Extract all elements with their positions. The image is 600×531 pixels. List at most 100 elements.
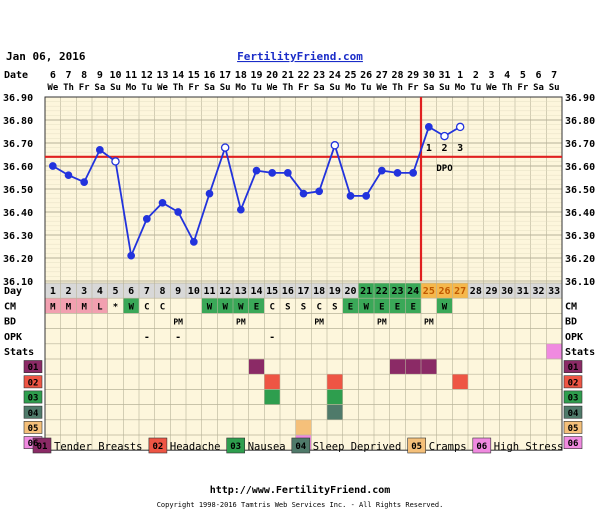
cm-cell-fertile	[436, 298, 453, 314]
cycle-day-label: 11	[203, 286, 215, 297]
date-label: 5	[520, 70, 526, 81]
cm-value: C	[160, 302, 165, 312]
day-cell	[311, 283, 327, 299]
cycle-day-label: 14	[250, 286, 262, 297]
day-cell	[264, 283, 280, 299]
y-tick-left: 36.80	[3, 116, 33, 127]
legend-swatch-04	[291, 437, 311, 454]
cycle-day-label: 29	[485, 286, 497, 297]
grid-background	[45, 97, 562, 451]
y-tick-right: 36.60	[565, 162, 595, 173]
opk-value: -	[175, 332, 181, 343]
y-tick-right: 36.20	[565, 254, 595, 265]
date-label: 19	[250, 70, 262, 81]
row-label-date: Date	[4, 70, 28, 81]
date-label: 1	[457, 70, 463, 81]
opk-value: -	[269, 332, 275, 343]
day-cell	[170, 283, 186, 299]
y-tick-right: 36.30	[565, 231, 595, 242]
row-label-stats: Stats	[4, 347, 34, 358]
y-tick-left: 36.70	[3, 139, 33, 150]
site-title-link[interactable]: FertilityFriend.com	[237, 50, 363, 63]
row-label-right-cm: CM	[565, 301, 577, 312]
cm-value: E	[254, 302, 259, 312]
symptom-code-box-right	[563, 420, 583, 434]
y-tick-right: 36.40	[565, 208, 595, 219]
cm-value: *	[113, 302, 118, 312]
cm-cell-menstrual	[45, 298, 61, 314]
symptom-code-box-left	[23, 375, 43, 389]
temp-point	[80, 178, 89, 186]
symptom-code-left: 06	[28, 439, 39, 449]
weekday-label: Tu	[470, 83, 481, 93]
temp-point-open	[440, 131, 449, 141]
symptom-cell-05	[295, 419, 312, 435]
footer-url[interactable]: http://www.FertilityFriend.com	[210, 484, 391, 496]
cm-value: E	[348, 302, 353, 312]
dpo-number: 2	[441, 143, 447, 154]
symptom-cell-03	[327, 389, 343, 405]
day-cell	[405, 283, 421, 299]
date-label: 3	[488, 70, 494, 81]
legend-swatch-03	[226, 437, 245, 454]
temp-point	[189, 238, 198, 246]
temp-point	[268, 169, 277, 177]
cm-value: C	[269, 302, 274, 312]
day-cell	[483, 283, 500, 299]
cm-value: E	[379, 302, 384, 312]
weekday-label: Sa	[533, 83, 544, 93]
date-label: 4	[504, 70, 510, 81]
day-cell	[358, 283, 374, 299]
symptom-code-box-right	[563, 375, 583, 389]
stats-cell	[546, 343, 562, 359]
date-label: 22	[297, 70, 309, 81]
temp-point	[393, 169, 402, 177]
date-label: 29	[407, 70, 419, 81]
y-tick-right: 36.90	[565, 93, 595, 104]
cycle-day-label: 10	[188, 286, 200, 297]
cm-cell-fertile	[123, 298, 139, 314]
date-label: 14	[172, 70, 184, 81]
cycle-day-label: 21	[360, 286, 372, 297]
cm-cell-fertile	[201, 298, 218, 314]
temp-point	[236, 205, 245, 214]
y-tick-right: 36.80	[565, 116, 595, 127]
day-cell	[107, 283, 124, 299]
legend-swatch-05	[407, 437, 427, 454]
symptom-cell-01	[405, 359, 421, 375]
cycle-day-label: 28	[470, 286, 482, 297]
temp-point	[346, 192, 355, 200]
row-label-right-opk: OPK	[565, 332, 583, 343]
weekday-label: Su	[549, 83, 560, 93]
cm-cell-menstrual	[76, 298, 92, 314]
symptom-code-left: 04	[28, 409, 39, 419]
symptom-cell-03	[264, 389, 280, 405]
temp-point	[299, 189, 308, 198]
day-cell	[452, 283, 468, 299]
weekday-label: Sa	[423, 83, 434, 93]
temp-point	[142, 215, 151, 223]
cm-cell-menstrual	[92, 298, 108, 314]
legend-code: 02	[152, 442, 163, 452]
date-label: 28	[391, 70, 403, 81]
y-tick-left: 36.40	[3, 208, 33, 219]
y-tick-right: 36.50	[565, 185, 595, 196]
symptom-code-left: 01	[28, 363, 39, 373]
cycle-day-label: 2	[65, 286, 71, 297]
symptom-cell-02	[452, 374, 468, 390]
temp-point-open	[220, 143, 230, 152]
date-label: 17	[219, 70, 231, 81]
cm-value: S	[301, 302, 306, 312]
cycle-day-label: 8	[159, 286, 165, 297]
cycle-day-label: 31	[517, 286, 529, 297]
bd-value: PM	[236, 318, 246, 327]
temp-point	[362, 192, 371, 200]
weekday-label: We	[47, 83, 58, 93]
temp-point	[424, 123, 433, 131]
symptom-code-right: 04	[568, 409, 579, 419]
weekday-label: Mo	[235, 83, 246, 93]
symptom-code-box-right	[563, 436, 583, 449]
cm-value: W	[442, 302, 448, 312]
